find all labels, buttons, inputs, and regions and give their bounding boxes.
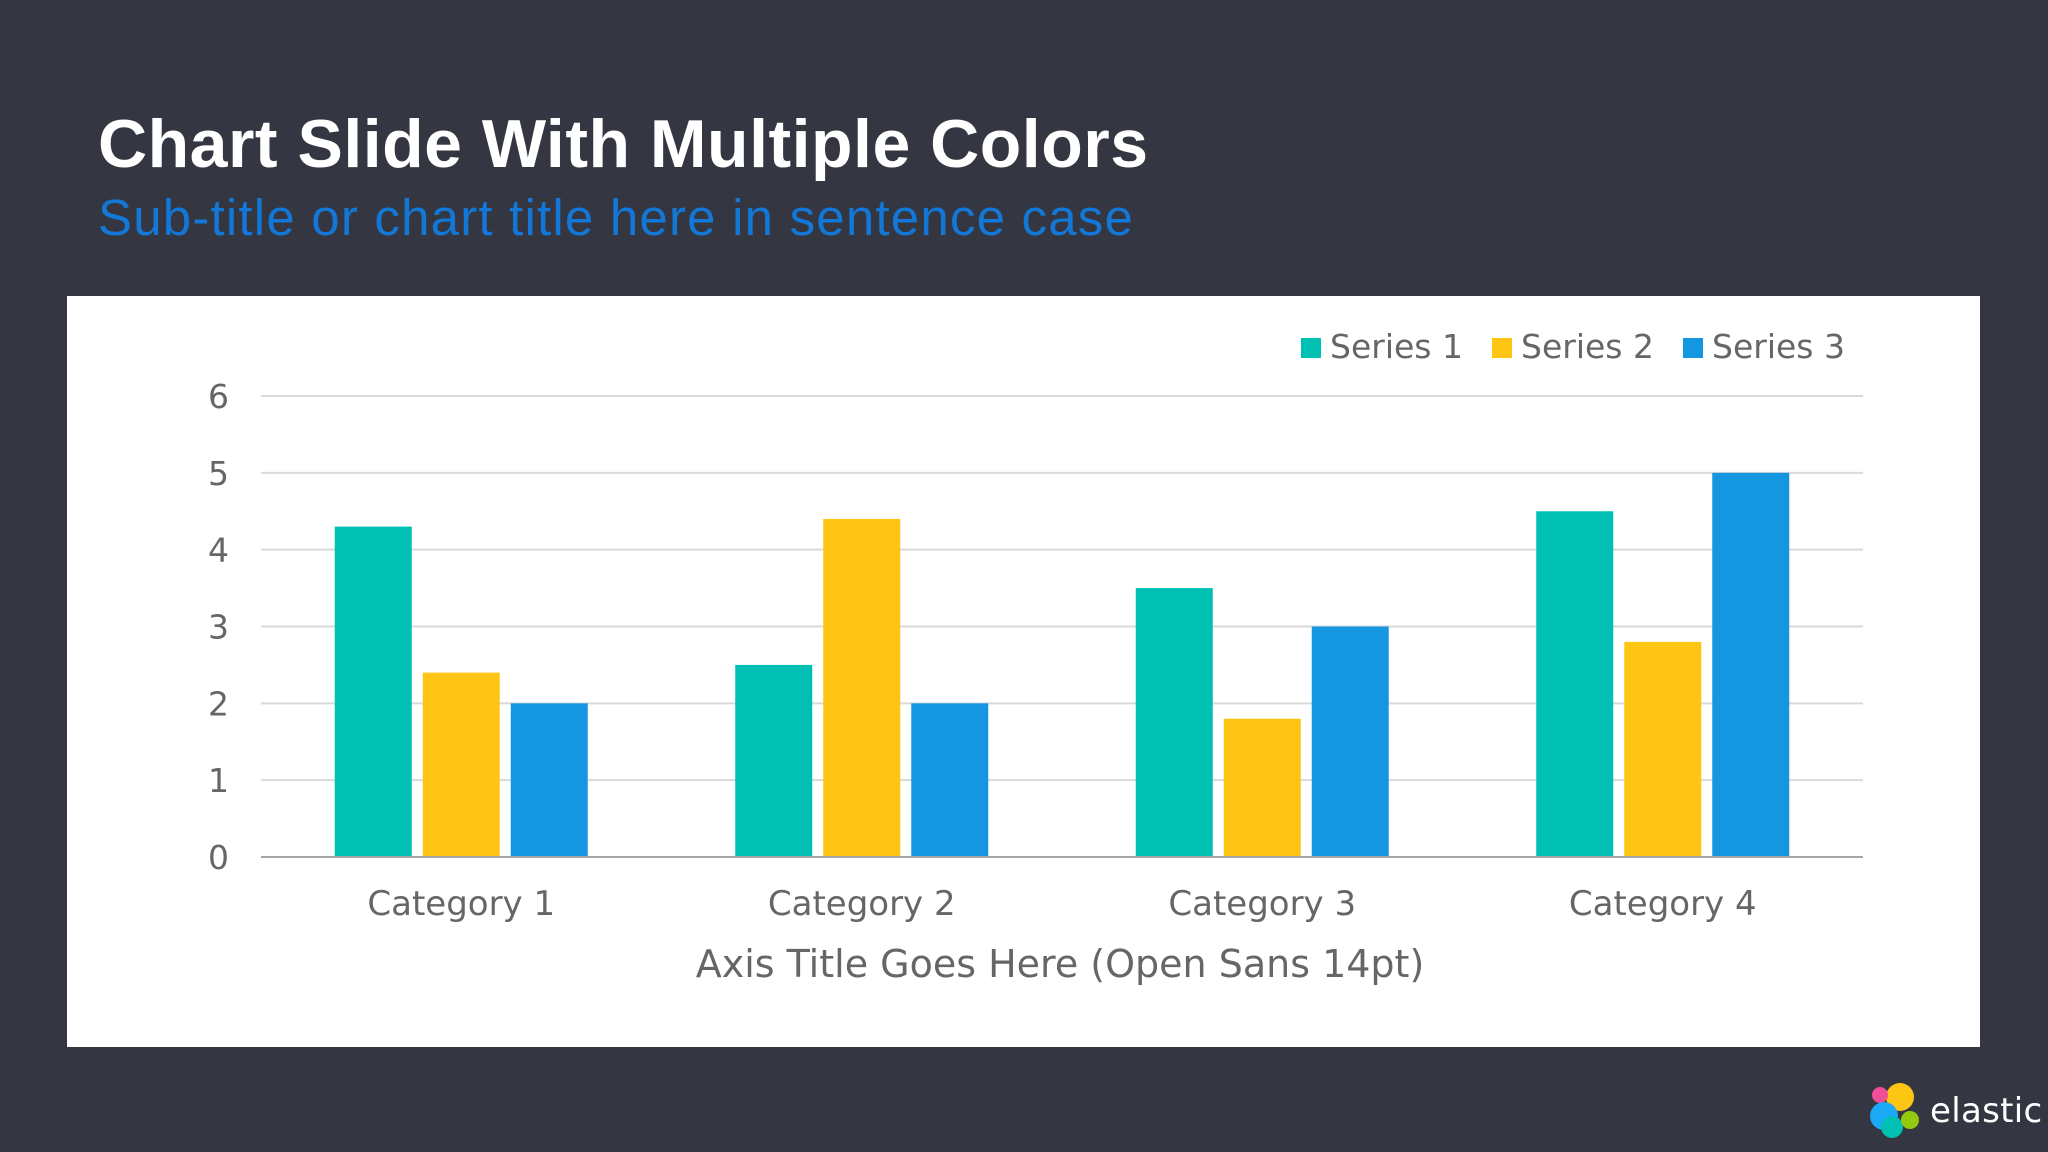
x-tick-label: Category 3 — [1168, 884, 1356, 924]
legend-swatch — [1301, 338, 1321, 358]
bar — [823, 518, 901, 857]
slide-subtitle: Sub-title or chart title here in sentenc… — [98, 189, 1135, 246]
bar — [334, 526, 412, 857]
x-tick-label: Category 2 — [768, 884, 956, 924]
legend: Series 1 Series 2 Series 3 — [1301, 327, 1845, 366]
gridlines — [261, 395, 1863, 782]
bar — [1135, 588, 1213, 857]
legend-label: Series 3 — [1712, 327, 1845, 366]
bar — [422, 672, 500, 857]
bar — [1223, 718, 1301, 857]
bar — [1536, 511, 1614, 857]
legend-label: Series 2 — [1521, 327, 1654, 366]
x-axis-ticks: Category 1 Category 2 Category 3 Category 4 — [367, 884, 1756, 924]
y-tick-label: 6 — [208, 377, 229, 416]
y-tick-label: 3 — [208, 608, 229, 647]
y-tick-label: 2 — [208, 684, 229, 723]
x-axis-title: Axis Title Goes Here (Open Sans 14pt) — [696, 942, 1425, 986]
x-tick-label: Category 4 — [1569, 884, 1757, 924]
bar — [510, 703, 588, 857]
legend-swatch — [1492, 338, 1512, 358]
slide-title: Chart Slide With Multiple Colors — [98, 106, 1149, 182]
legend-swatch — [1683, 338, 1703, 358]
y-tick-label: 1 — [208, 761, 229, 800]
elastic-logo: elastic — [1866, 1082, 2042, 1140]
y-tick-label: 4 — [208, 531, 229, 570]
bar — [735, 664, 813, 857]
y-tick-label: 5 — [208, 454, 229, 493]
bar — [1311, 626, 1389, 857]
bar — [1624, 641, 1702, 857]
elastic-logo-text: elastic — [1930, 1091, 2043, 1131]
y-axis-ticks: 0 1 2 3 4 5 6 — [208, 377, 229, 877]
legend-label: Series 1 — [1330, 327, 1463, 366]
elastic-logo-icon — [1870, 1083, 1919, 1138]
bars — [334, 472, 1790, 857]
y-tick-label: 0 — [208, 838, 229, 877]
x-tick-label: Category 1 — [367, 884, 555, 924]
bar — [911, 703, 989, 857]
bar — [1712, 472, 1790, 857]
